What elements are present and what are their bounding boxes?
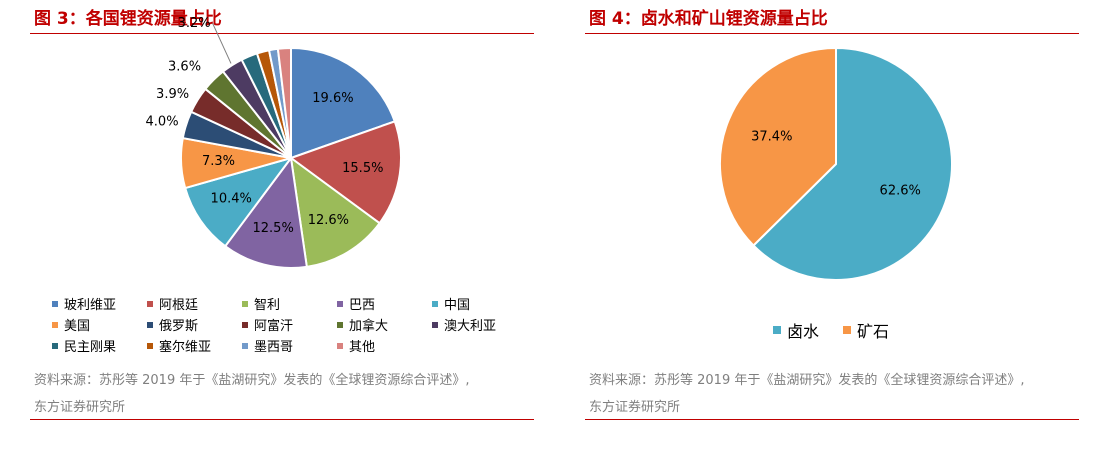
- legend-item-6: 美国: [52, 315, 90, 334]
- legend-label: 巴西: [349, 298, 376, 313]
- figure-4-top-rule: [585, 33, 1079, 34]
- legend-item-1: 卤水: [773, 318, 819, 342]
- figure-3-source: 资料来源：苏彤等 2019 年于《盐湖研究》发表的《全球锂资源综合评述》, 东方…: [34, 367, 520, 421]
- legend-swatch: [242, 300, 248, 307]
- legend-label: 美国: [64, 319, 91, 334]
- legend-label: 中国: [444, 298, 471, 313]
- slice-label-4: 12.5%: [253, 221, 294, 236]
- figure-4-legend: 卤水 矿石: [773, 318, 933, 342]
- legend-label: 矿石: [857, 322, 890, 341]
- slice-label-3: 12.6%: [308, 213, 349, 228]
- legend-swatch: [52, 300, 58, 307]
- legend-label: 墨西哥: [254, 340, 294, 355]
- legend-item-2: 阿根廷: [147, 294, 198, 313]
- figure-3-legend: 玻利维亚 阿根廷 智利 巴西 中国美国 俄罗斯 阿富汗 加拿大 澳大利亚民主刚果 塞尔维亚 墨西哥 其…: [52, 294, 522, 358]
- legend-label: 智利: [254, 298, 281, 313]
- legend-swatch: [52, 342, 58, 349]
- legend-label: 卤水: [787, 322, 820, 341]
- pie-slice-2: [288, 120, 402, 225]
- slice-label-5: 10.4%: [211, 192, 252, 207]
- legend-item-3: 智利: [242, 294, 280, 313]
- slice-label-6: 7.3%: [202, 154, 235, 169]
- figure-4-source-line-2: 东方证券研究所: [589, 400, 681, 415]
- legend-label: 塞尔维亚: [159, 340, 212, 355]
- legend-label: 澳大利亚: [444, 319, 497, 334]
- legend-item-8: 阿富汗: [242, 315, 293, 334]
- slice-label-7: 4.0%: [146, 115, 179, 130]
- legend-swatch: [337, 321, 343, 328]
- legend-swatch: [773, 326, 781, 334]
- legend-label: 加拿大: [349, 319, 389, 334]
- figure-3-top-rule: [30, 33, 534, 34]
- pie-slice-5: [183, 156, 294, 248]
- legend-item-7: 俄罗斯: [147, 315, 198, 334]
- figure-3-source-line-1: 资料来源：苏彤等 2019 年于《盐湖研究》发表的《全球锂资源综合评述》,: [34, 373, 470, 388]
- figure-4-source-line-1: 资料来源：苏彤等 2019 年于《盐湖研究》发表的《全球锂资源综合评述》,: [589, 373, 1025, 388]
- figure-4-bottom-rule: [585, 419, 1079, 420]
- pie-slice-2: [719, 46, 837, 247]
- pie-slice-4: [223, 155, 308, 269]
- figure-4-title: 图 4：卤水和矿山锂资源量占比: [589, 9, 828, 29]
- legend-swatch: [432, 321, 438, 328]
- legend-item-9: 加拿大: [337, 315, 388, 334]
- slice-label-10: 3.2%: [178, 16, 211, 31]
- legend-swatch: [147, 321, 153, 328]
- legend-swatch: [242, 342, 248, 349]
- lithium-by-country-pie-chart: 19.6% 15.5% 12.6% 12.5%10.4% 7.3% 4.0% 3.9% 3.6…: [146, 16, 402, 269]
- slice-label-2: 37.4%: [751, 130, 792, 145]
- legend-swatch: [147, 300, 153, 307]
- legend-label: 阿富汗: [254, 319, 294, 334]
- leader-line-10: [212, 23, 232, 64]
- figure-3-title: 图 3：各国锂资源量占比: [34, 9, 222, 29]
- pie-slice-1: [752, 46, 953, 281]
- legend-item-13: 墨西哥: [242, 336, 293, 355]
- legend-item-1: 玻利维亚: [52, 294, 116, 313]
- slice-label-8: 3.9%: [156, 87, 189, 102]
- legend-item-10: 澳大利亚: [432, 315, 496, 334]
- legend-item-12: 塞尔维亚: [147, 336, 211, 355]
- legend-item-14: 其他: [337, 336, 375, 355]
- legend-item-4: 巴西: [337, 294, 375, 313]
- legend-label: 玻利维亚: [64, 298, 117, 313]
- legend-swatch: [843, 326, 851, 334]
- slice-label-9: 3.6%: [168, 59, 201, 74]
- pie-slice-14: [276, 46, 292, 159]
- legend-swatch: [52, 321, 58, 328]
- brine-vs-ore-pie-chart: 62.6% 37.4%: [719, 46, 953, 281]
- legend-swatch: [337, 300, 343, 307]
- legend-label: 阿根廷: [159, 298, 199, 313]
- figure-3-panel: 图 3：各国锂资源量占比 19.6% 15.5% 12.6% 12.5% 10.4% 7.…: [30, 0, 534, 467]
- legend-swatch: [432, 300, 438, 307]
- figure-4-source: 资料来源：苏彤等 2019 年于《盐湖研究》发表的《全球锂资源综合评述》, 东方…: [589, 367, 1075, 421]
- slice-label-1: 19.6%: [312, 91, 353, 106]
- slice-label-1: 62.6%: [880, 183, 921, 198]
- legend-label: 民主刚果: [64, 340, 117, 355]
- figure-3-bottom-rule: [30, 419, 534, 420]
- pie-slice-3: [289, 155, 381, 268]
- slice-label-2: 15.5%: [342, 161, 383, 176]
- legend-swatch: [147, 342, 153, 349]
- legend-label: 俄罗斯: [159, 319, 199, 334]
- legend-swatch: [337, 342, 343, 349]
- legend-item-2: 矿石: [843, 318, 889, 342]
- legend-item-5: 中国: [432, 294, 470, 313]
- figure-4-panel: 图 4：卤水和矿山锂资源量占比 62.6% 37.4% 卤水 矿石 资料来源：苏彤等…: [585, 0, 1079, 467]
- legend-swatch: [242, 321, 248, 328]
- figure-3-source-line-2: 东方证券研究所: [34, 400, 126, 415]
- legend-item-11: 民主刚果: [52, 336, 116, 355]
- legend-label: 其他: [349, 340, 376, 355]
